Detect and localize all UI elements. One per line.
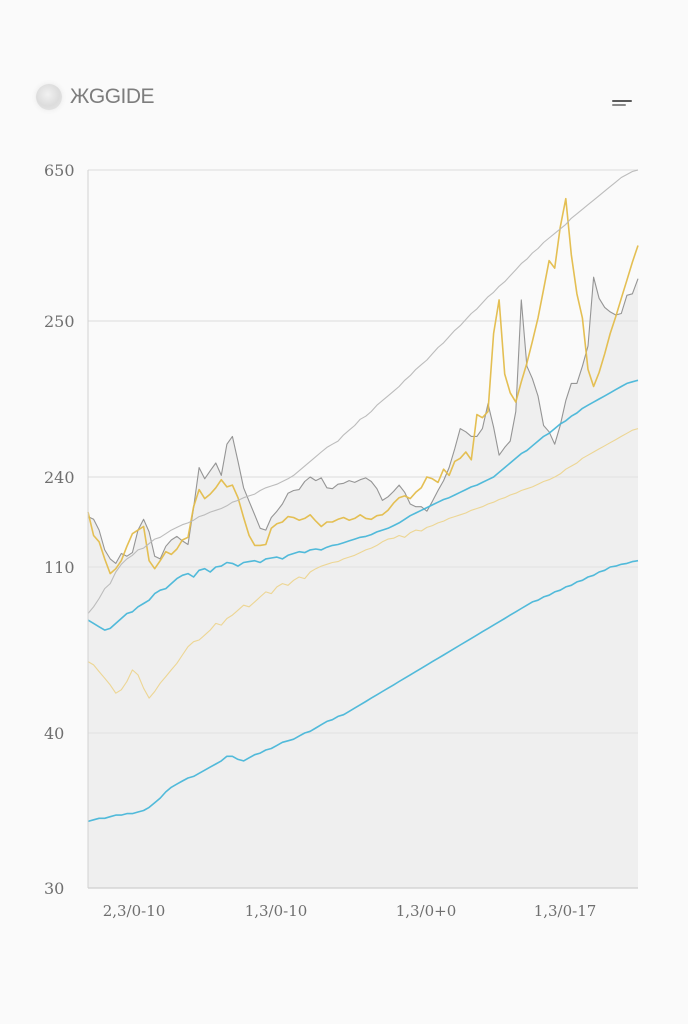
y-tick-label: 240 (44, 468, 75, 487)
menu-button[interactable] (608, 94, 636, 112)
menu-icon-bar (612, 104, 626, 106)
axes (87, 170, 638, 889)
x-tick-label: 1,3/0+0 (396, 902, 457, 920)
y-tick-label: 40 (44, 724, 64, 743)
logo-icon (36, 84, 62, 110)
series-line (87, 379, 639, 631)
x-tick-label: 1,3/0-17 (534, 902, 597, 920)
series-line (87, 559, 639, 823)
series-line (87, 428, 639, 699)
x-tick-label: 2,3/0-10 (103, 902, 166, 920)
x-axis-ticks: 2,3/0-10 1,3/0-10 1,3/0+0 1,3/0-17 (103, 902, 597, 920)
y-tick-label: 30 (44, 879, 64, 898)
series-line (87, 197, 639, 575)
series-line (87, 169, 639, 614)
brand-name: ЖGGIDE (70, 85, 155, 108)
series-line (87, 276, 639, 564)
menu-icon-bar (612, 100, 632, 102)
area-fills (88, 277, 638, 888)
y-axis-ticks: 650 250 240 110 40 30 (44, 161, 75, 898)
x-tick-label: 1,3/0-10 (245, 902, 308, 920)
series-lines (87, 169, 639, 823)
app-header: ЖGGIDE (36, 84, 155, 110)
series-area (88, 277, 638, 888)
y-tick-label: 110 (44, 558, 75, 577)
y-tick-label: 250 (44, 312, 75, 331)
y-tick-label: 650 (44, 161, 75, 180)
